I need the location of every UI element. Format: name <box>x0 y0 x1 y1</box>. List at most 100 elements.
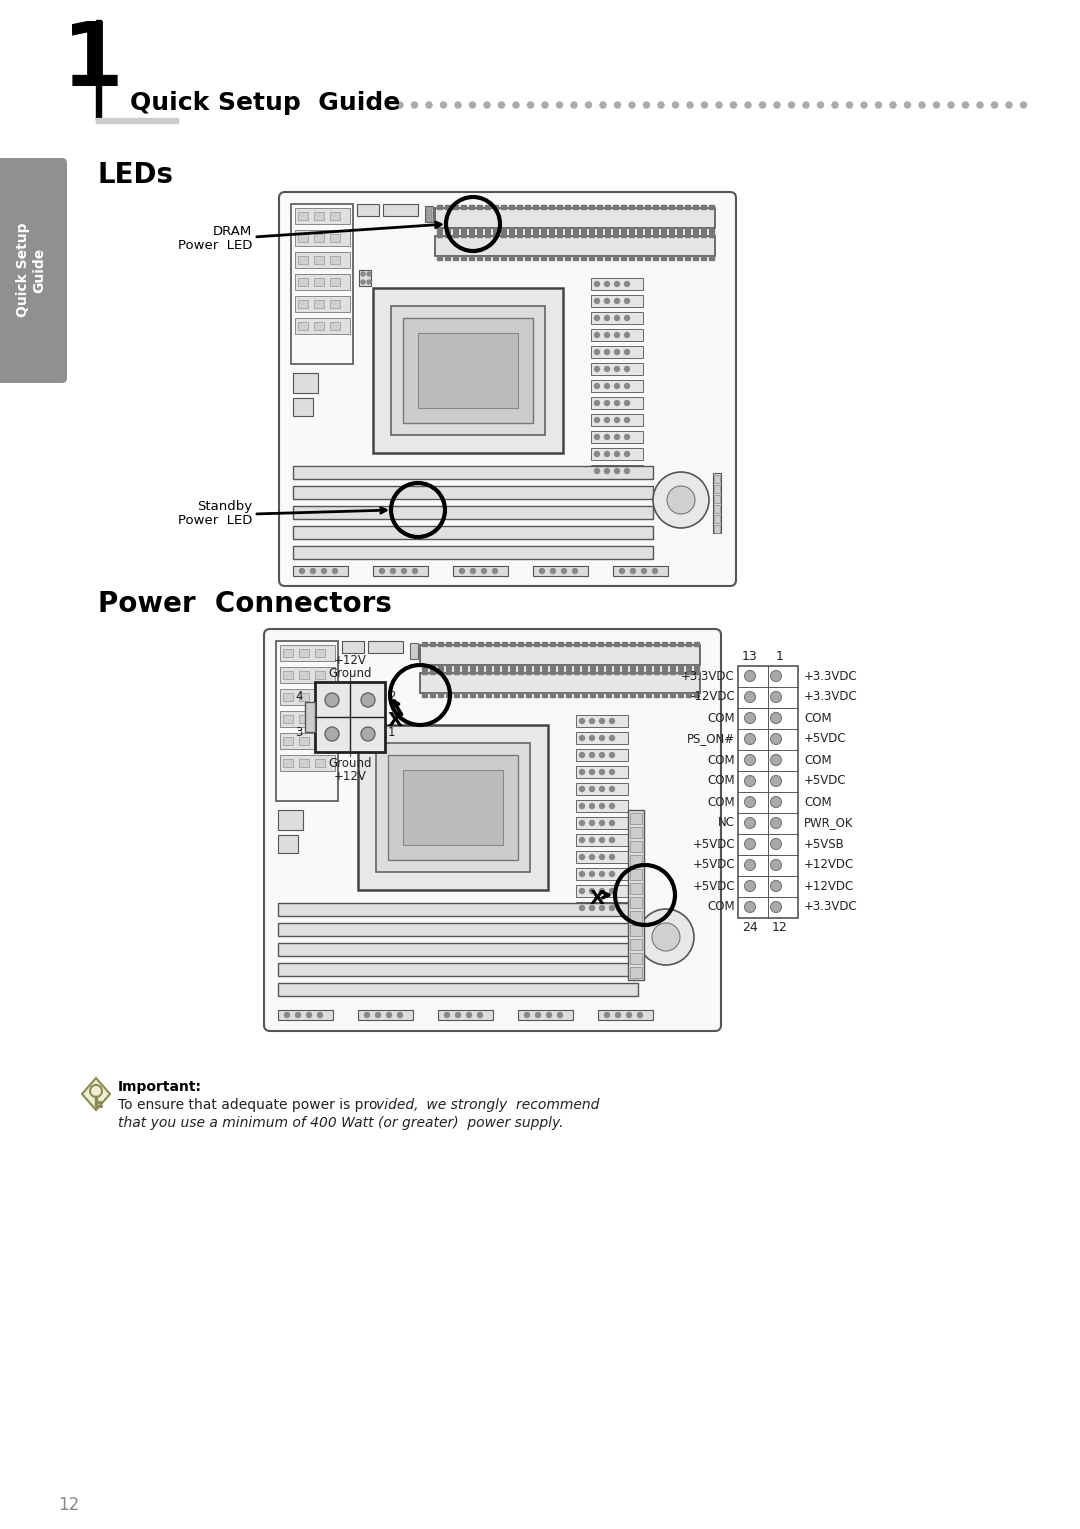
Bar <box>293 373 318 393</box>
Bar <box>509 205 514 209</box>
Circle shape <box>770 775 782 786</box>
Circle shape <box>361 693 375 706</box>
Bar <box>542 642 546 645</box>
Bar <box>605 205 610 209</box>
Bar <box>677 228 681 232</box>
Text: 1: 1 <box>62 18 124 106</box>
Bar <box>525 228 530 232</box>
Circle shape <box>580 769 584 775</box>
Circle shape <box>318 1012 323 1017</box>
Bar <box>315 648 325 657</box>
Bar <box>494 665 499 670</box>
Circle shape <box>615 384 620 388</box>
Bar <box>410 644 418 659</box>
Circle shape <box>609 872 615 876</box>
Bar <box>582 642 588 645</box>
Bar <box>576 868 627 881</box>
Bar <box>576 800 627 812</box>
Circle shape <box>605 1012 609 1017</box>
Bar <box>694 665 699 670</box>
Bar <box>622 670 627 674</box>
Circle shape <box>624 434 630 439</box>
Bar <box>293 546 653 560</box>
Circle shape <box>367 272 372 277</box>
Bar <box>418 333 518 408</box>
Bar <box>469 255 474 260</box>
Bar <box>278 963 638 976</box>
Circle shape <box>467 1012 472 1017</box>
Bar <box>295 252 350 268</box>
Circle shape <box>599 872 605 876</box>
Bar <box>526 670 531 674</box>
Circle shape <box>411 102 418 109</box>
Circle shape <box>540 569 544 573</box>
Bar <box>605 232 610 237</box>
Circle shape <box>624 468 630 474</box>
Bar <box>686 642 691 645</box>
Bar <box>518 670 523 674</box>
Bar <box>486 642 491 645</box>
Circle shape <box>536 1012 540 1017</box>
Bar <box>701 228 706 232</box>
Circle shape <box>637 1012 643 1017</box>
Circle shape <box>580 786 584 792</box>
Bar <box>669 205 674 209</box>
Circle shape <box>615 102 621 109</box>
Bar <box>280 732 335 749</box>
Circle shape <box>542 102 548 109</box>
Bar <box>645 205 650 209</box>
Bar <box>494 693 499 697</box>
Bar <box>558 665 563 670</box>
Text: +12V: +12V <box>334 771 366 783</box>
Circle shape <box>770 902 782 913</box>
Text: 13: 13 <box>742 650 758 664</box>
Bar <box>566 665 571 670</box>
Bar <box>492 205 498 209</box>
Circle shape <box>513 102 519 109</box>
Bar <box>645 232 650 237</box>
Circle shape <box>626 1012 632 1017</box>
Bar <box>645 228 650 232</box>
Text: LEDs: LEDs <box>98 161 174 190</box>
Bar <box>565 232 570 237</box>
Bar <box>708 255 714 260</box>
Bar <box>426 216 432 219</box>
Circle shape <box>615 332 620 338</box>
Text: 2: 2 <box>388 690 395 702</box>
Circle shape <box>456 1012 460 1017</box>
Circle shape <box>744 902 756 913</box>
Bar <box>637 255 642 260</box>
Bar <box>470 693 475 697</box>
Circle shape <box>594 451 599 457</box>
Bar <box>629 232 634 237</box>
Text: Standby: Standby <box>197 500 252 514</box>
Bar <box>368 641 403 653</box>
Text: 24: 24 <box>742 920 758 934</box>
Circle shape <box>594 434 599 439</box>
Text: PS_ON#: PS_ON# <box>687 732 735 746</box>
Bar <box>373 287 563 453</box>
Bar <box>630 966 642 979</box>
Bar <box>627 810 644 980</box>
Bar <box>662 642 667 645</box>
Circle shape <box>599 855 605 859</box>
Bar <box>486 665 491 670</box>
Bar <box>461 255 465 260</box>
Circle shape <box>615 417 620 422</box>
Bar <box>454 670 459 674</box>
Circle shape <box>876 102 881 109</box>
Circle shape <box>744 671 756 682</box>
Circle shape <box>413 569 418 573</box>
Bar <box>510 670 515 674</box>
Bar <box>661 255 666 260</box>
Bar <box>403 771 503 846</box>
Bar <box>430 693 435 697</box>
Bar <box>605 255 610 260</box>
Bar <box>437 205 442 209</box>
Circle shape <box>590 719 594 723</box>
Bar <box>714 515 720 523</box>
Bar <box>654 665 659 670</box>
Bar <box>298 300 308 307</box>
Bar <box>654 693 659 697</box>
Circle shape <box>426 102 432 109</box>
